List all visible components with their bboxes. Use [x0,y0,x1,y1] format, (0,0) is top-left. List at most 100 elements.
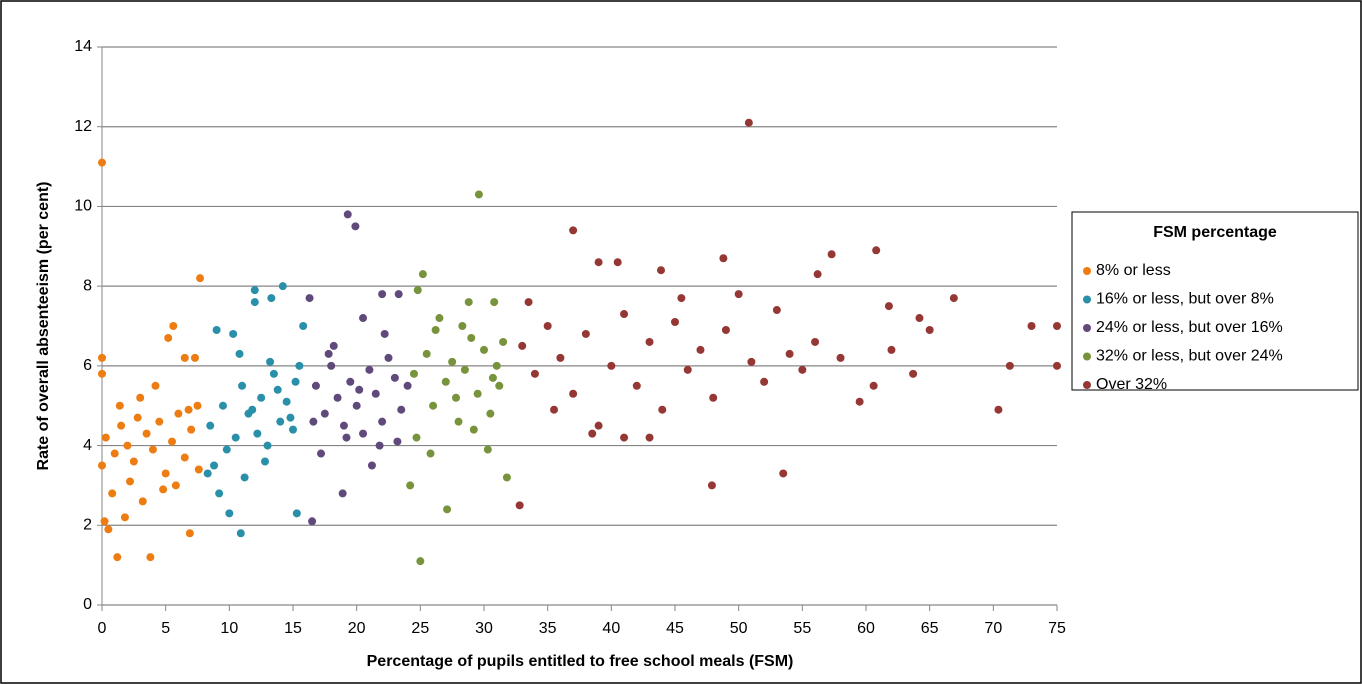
point [169,322,178,330]
point [210,461,219,470]
point [760,377,769,386]
point [426,449,435,458]
point [443,505,452,514]
y-tick-label: 8 [83,277,92,294]
point [206,421,215,430]
point [180,353,189,362]
x-tick-label: 5 [161,620,170,637]
point [212,325,221,334]
point [569,226,578,235]
point [1005,361,1014,370]
legend-marker [1083,295,1091,304]
point [133,413,142,422]
point [138,497,147,506]
point [418,270,427,279]
point [327,361,336,370]
point [492,361,501,370]
point [458,322,467,330]
point [260,457,269,466]
y-tick-label: 12 [74,118,92,135]
point [429,401,438,410]
point [543,322,552,330]
point [464,298,473,307]
point [286,413,295,422]
point [448,357,457,366]
point [677,294,686,303]
point [798,365,807,374]
point [291,377,300,386]
point [194,465,203,474]
point [779,469,788,478]
legend-marker [1083,267,1091,275]
point [1027,322,1036,330]
legend-marker [1083,324,1091,332]
point [250,286,259,295]
x-tick-label: 50 [730,620,748,637]
point [98,461,106,470]
point [524,298,533,307]
point [311,381,320,390]
point [413,286,422,295]
point [632,381,641,390]
legend-marker [1083,381,1091,389]
point [451,393,460,402]
point [811,337,820,346]
point [346,377,355,386]
point [282,397,291,406]
point [949,294,958,303]
point [772,306,781,315]
x-tick-label: 75 [1048,620,1066,637]
point [278,282,287,291]
point [474,190,483,199]
point [305,294,314,303]
x-tick-label: 35 [539,620,557,637]
point [235,349,244,358]
point [339,421,348,430]
point [384,353,393,362]
y-tick-label: 2 [83,517,92,534]
x-tick-label: 55 [793,620,811,637]
y-tick-label: 4 [83,437,92,454]
point [422,349,431,358]
point [530,369,539,378]
point [607,361,616,370]
point [460,365,469,374]
point [994,405,1003,414]
point [185,529,194,538]
point [441,377,450,386]
point [295,361,304,370]
point [709,393,718,402]
legend-label: 8% or less [1096,262,1171,279]
point [827,250,836,259]
point [115,401,124,410]
point [380,329,389,338]
point [515,501,524,510]
point [469,425,478,434]
point [238,381,247,390]
y-axis-label: Rate of overall absenteeism (per cent) [35,182,52,471]
point [378,290,387,299]
point [486,409,495,418]
point [253,429,262,438]
x-tick-label: 25 [411,620,429,637]
point [495,381,504,390]
point [359,314,368,323]
point [250,298,259,307]
y-tick-label: 6 [83,357,92,374]
point [342,433,351,442]
x-tick-label: 40 [602,620,620,637]
point [390,373,399,382]
point [324,349,333,358]
point [409,369,418,378]
point [148,445,157,454]
point [375,441,384,450]
point [367,461,376,470]
point [887,345,896,354]
point [338,489,347,498]
point [454,417,463,426]
x-tick-label: 30 [475,620,493,637]
point [184,405,193,414]
point [151,381,160,390]
point [416,557,425,566]
